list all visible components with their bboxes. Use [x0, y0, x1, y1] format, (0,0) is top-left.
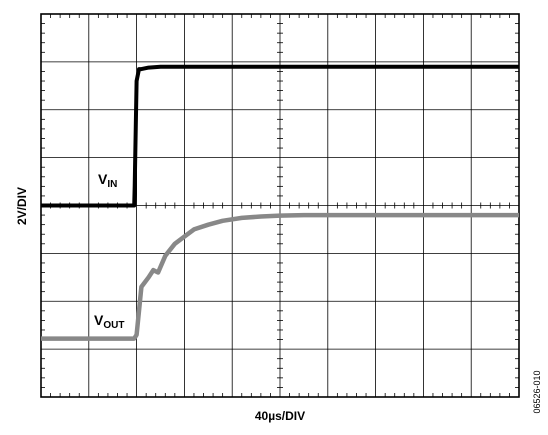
grid: [40, 13, 520, 398]
traces: [41, 64, 519, 341]
label-vin: VIN: [98, 171, 117, 190]
trace-v-out: [41, 212, 519, 341]
figure-id: 06526-010: [532, 370, 542, 413]
trace-v-in: [41, 64, 519, 208]
y-axis-label: 2V/DIV: [15, 187, 29, 225]
label-vout: VOUT: [94, 312, 124, 331]
x-axis-label: 40µs/DIV: [255, 409, 305, 423]
